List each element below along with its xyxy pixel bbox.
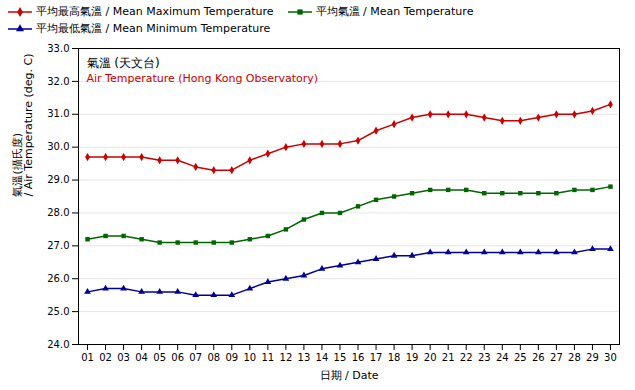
svg-text:氣溫(攝氏度)/ Air Temperature (deg.: 氣溫(攝氏度)/ Air Temperature (deg. C): [11, 54, 35, 197]
svg-text:氣溫 (天文台): 氣溫 (天文台): [87, 56, 160, 70]
svg-text:23: 23: [478, 352, 491, 363]
svg-text:27.0: 27.0: [47, 240, 69, 251]
svg-text:19: 19: [406, 352, 419, 363]
svg-text:26.0: 26.0: [47, 273, 69, 284]
svg-text:04: 04: [135, 352, 148, 363]
svg-text:16: 16: [352, 352, 365, 363]
svg-text:28: 28: [568, 352, 581, 363]
svg-text:25: 25: [514, 352, 527, 363]
svg-text:22: 22: [460, 352, 473, 363]
svg-text:21: 21: [442, 352, 455, 363]
svg-text:24.0: 24.0: [47, 339, 69, 350]
svg-text:29.0: 29.0: [47, 174, 69, 185]
svg-text:32.0: 32.0: [47, 76, 69, 87]
svg-text:09: 09: [225, 352, 238, 363]
html-text:平均最低氣溫 / Mean Minimum Temperat: 平均最低氣溫 / Mean Minimum Temperature: [36, 22, 271, 35]
svg-text:30.0: 30.0: [47, 141, 69, 152]
svg-text:20: 20: [424, 352, 437, 363]
svg-text:06: 06: [171, 352, 184, 363]
html-text:平均最高氣溫 / Mean Maximum Temperat: 平均最高氣溫 / Mean Maximum Temperature: [36, 5, 274, 18]
svg-text:29: 29: [586, 352, 599, 363]
svg-text:13: 13: [298, 352, 311, 363]
svg-text:07: 07: [189, 352, 202, 363]
svg-text:Air Temperature (Hong Kong Obs: Air Temperature (Hong Kong Observatory): [87, 72, 319, 85]
svg-text:18: 18: [388, 352, 401, 363]
svg-text:26: 26: [532, 352, 545, 363]
svg-text:30: 30: [604, 352, 617, 363]
svg-text:25.0: 25.0: [47, 306, 69, 317]
svg-text:08: 08: [207, 352, 220, 363]
svg-text:17: 17: [370, 352, 383, 363]
svg-text:03: 03: [117, 352, 130, 363]
svg-text:24: 24: [496, 352, 509, 363]
svg-text:27: 27: [550, 352, 563, 363]
svg-text:01: 01: [81, 352, 94, 363]
html-text:平均氣溫 / Mean Temperature: 平均氣溫 / Mean Temperature: [315, 5, 474, 18]
svg-text:15: 15: [334, 352, 347, 363]
svg-text:02: 02: [99, 352, 112, 363]
svg-text:12: 12: [280, 352, 293, 363]
svg-text:05: 05: [153, 352, 166, 363]
svg-text:日期 / Date: 日期 / Date: [320, 369, 379, 382]
svg-text:31.0: 31.0: [47, 108, 69, 119]
svg-text:33.0: 33.0: [47, 43, 69, 54]
svg-text:28.0: 28.0: [47, 207, 69, 218]
svg-text:10: 10: [243, 352, 256, 363]
svg-text:14: 14: [316, 352, 329, 363]
svg-text:11: 11: [261, 352, 274, 363]
